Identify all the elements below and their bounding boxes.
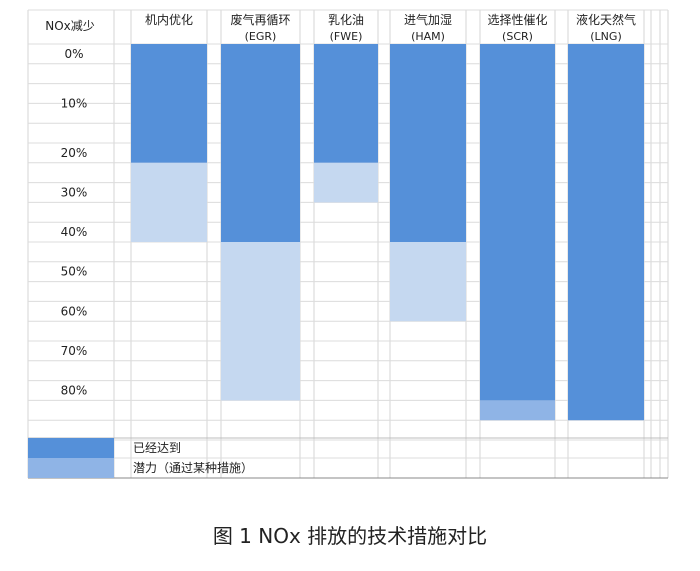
y-tick-label: 0% [64, 47, 83, 61]
column-header-sub: (HAM) [411, 30, 445, 43]
bar-achieved-2 [314, 44, 378, 163]
bar-potential-1 [221, 242, 300, 401]
column-header: 机内优化 [145, 13, 193, 27]
bars [131, 44, 644, 421]
column-header-sub: (FWE) [330, 30, 363, 43]
y-tick-label: 30% [61, 186, 88, 200]
bar-achieved-1 [221, 44, 300, 242]
y-header: NOx减少 [45, 19, 95, 33]
y-axis-labels: NOx减少 0% 10% 20% 30% 40% 50% 60% 70% 80% [45, 19, 95, 398]
column-headers: 机内优化 废气再循环 (EGR) 乳化油 (FWE) 进气加湿 (HAM) 选择性催化 (SCR… [145, 12, 636, 43]
column-header-sub: (SCR) [502, 30, 533, 43]
column-header: 液化天然气 [576, 12, 636, 27]
y-tick-label: 60% [61, 304, 88, 318]
column-header: 乳化油 [328, 13, 364, 27]
column-header-sub: (EGR) [245, 30, 277, 43]
nox-chart: 机内优化 废气再循环 (EGR) 乳化油 (FWE) 进气加湿 (HAM) 选择性催化 (SCR… [27, 9, 669, 479]
legend-swatch [28, 438, 114, 458]
bar-potential-3 [390, 242, 466, 322]
y-tick-label: 20% [61, 146, 88, 160]
legend-swatch [28, 458, 114, 478]
column-header-sub: (LNG) [590, 30, 621, 43]
bar-achieved-4 [480, 44, 555, 401]
column-header: 选择性催化 [487, 13, 547, 27]
bar-potential-2 [314, 162, 378, 203]
bar-achieved-0 [131, 44, 207, 163]
bar-potential-scr [480, 400, 555, 421]
y-tick-label: 40% [61, 225, 88, 239]
legend-label: 已经达到 [133, 441, 181, 455]
bar-potential-0 [131, 162, 207, 242]
legend-label: 潜力（通过某种措施） [133, 461, 253, 475]
column-header: 废气再循环 [230, 12, 290, 27]
bar-achieved-3 [390, 44, 466, 242]
bar-achieved-5 [568, 44, 644, 421]
figure-caption: 图 1 NOx 排放的技术措施对比 [212, 524, 488, 548]
column-header: 进气加湿 [404, 12, 452, 27]
y-tick-label: 70% [61, 344, 88, 358]
y-tick-label: 50% [61, 265, 88, 279]
y-tick-label: 80% [61, 384, 88, 398]
y-tick-label: 10% [61, 96, 88, 110]
